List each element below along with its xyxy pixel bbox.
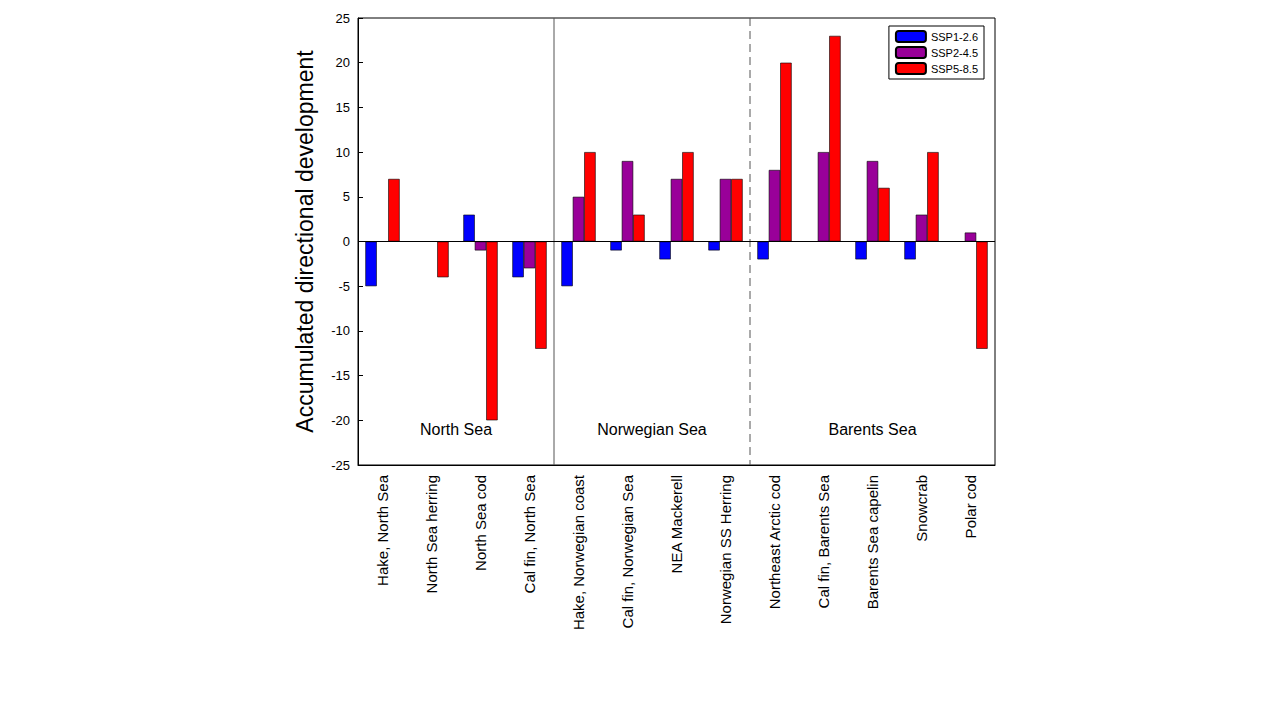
svg-text:North Sea herring: North Sea herring: [423, 475, 440, 593]
svg-text:SSP2-4.5: SSP2-4.5: [931, 47, 978, 59]
svg-text:North Sea cod: North Sea cod: [472, 475, 489, 571]
svg-text:-5: -5: [338, 279, 350, 294]
svg-text:SSP5-8.5: SSP5-8.5: [931, 63, 978, 75]
svg-text:Snowcrab: Snowcrab: [913, 475, 930, 542]
svg-text:Barents Sea capelin: Barents Sea capelin: [864, 475, 881, 609]
svg-text:0: 0: [343, 234, 350, 249]
svg-text:5: 5: [343, 189, 350, 204]
svg-text:20: 20: [336, 55, 350, 70]
svg-text:-10: -10: [331, 323, 350, 338]
svg-text:10: 10: [336, 145, 350, 160]
svg-text:-20: -20: [331, 413, 350, 428]
svg-text:Barents Sea: Barents Sea: [828, 421, 916, 438]
svg-text:NEA Mackerell: NEA Mackerell: [668, 475, 685, 573]
svg-text:25: 25: [336, 11, 350, 26]
svg-text:-25: -25: [331, 458, 350, 473]
svg-text:North Sea: North Sea: [420, 421, 492, 438]
svg-text:Accumulated directional develo: Accumulated directional development: [292, 50, 318, 433]
svg-text:Norwegian Sea: Norwegian Sea: [597, 421, 707, 438]
svg-text:Cal fin, Barents Sea: Cal fin, Barents Sea: [815, 474, 832, 608]
svg-text:Hake, North Sea: Hake, North Sea: [374, 474, 391, 586]
svg-text:Cal fin, Norwegian Sea: Cal fin, Norwegian Sea: [619, 474, 636, 628]
svg-text:Norwegian SS Herring: Norwegian SS Herring: [717, 475, 734, 624]
svg-text:15: 15: [336, 100, 350, 115]
svg-text:SSP1-2.6: SSP1-2.6: [931, 31, 978, 43]
svg-text:Polar cod: Polar cod: [962, 475, 979, 538]
svg-text:Northeast Arctic cod: Northeast Arctic cod: [766, 475, 783, 609]
svg-text:Hake, Norwegian coast: Hake, Norwegian coast: [570, 474, 587, 630]
svg-text:-15: -15: [331, 368, 350, 383]
svg-text:Cal fin, North Sea: Cal fin, North Sea: [521, 474, 538, 593]
